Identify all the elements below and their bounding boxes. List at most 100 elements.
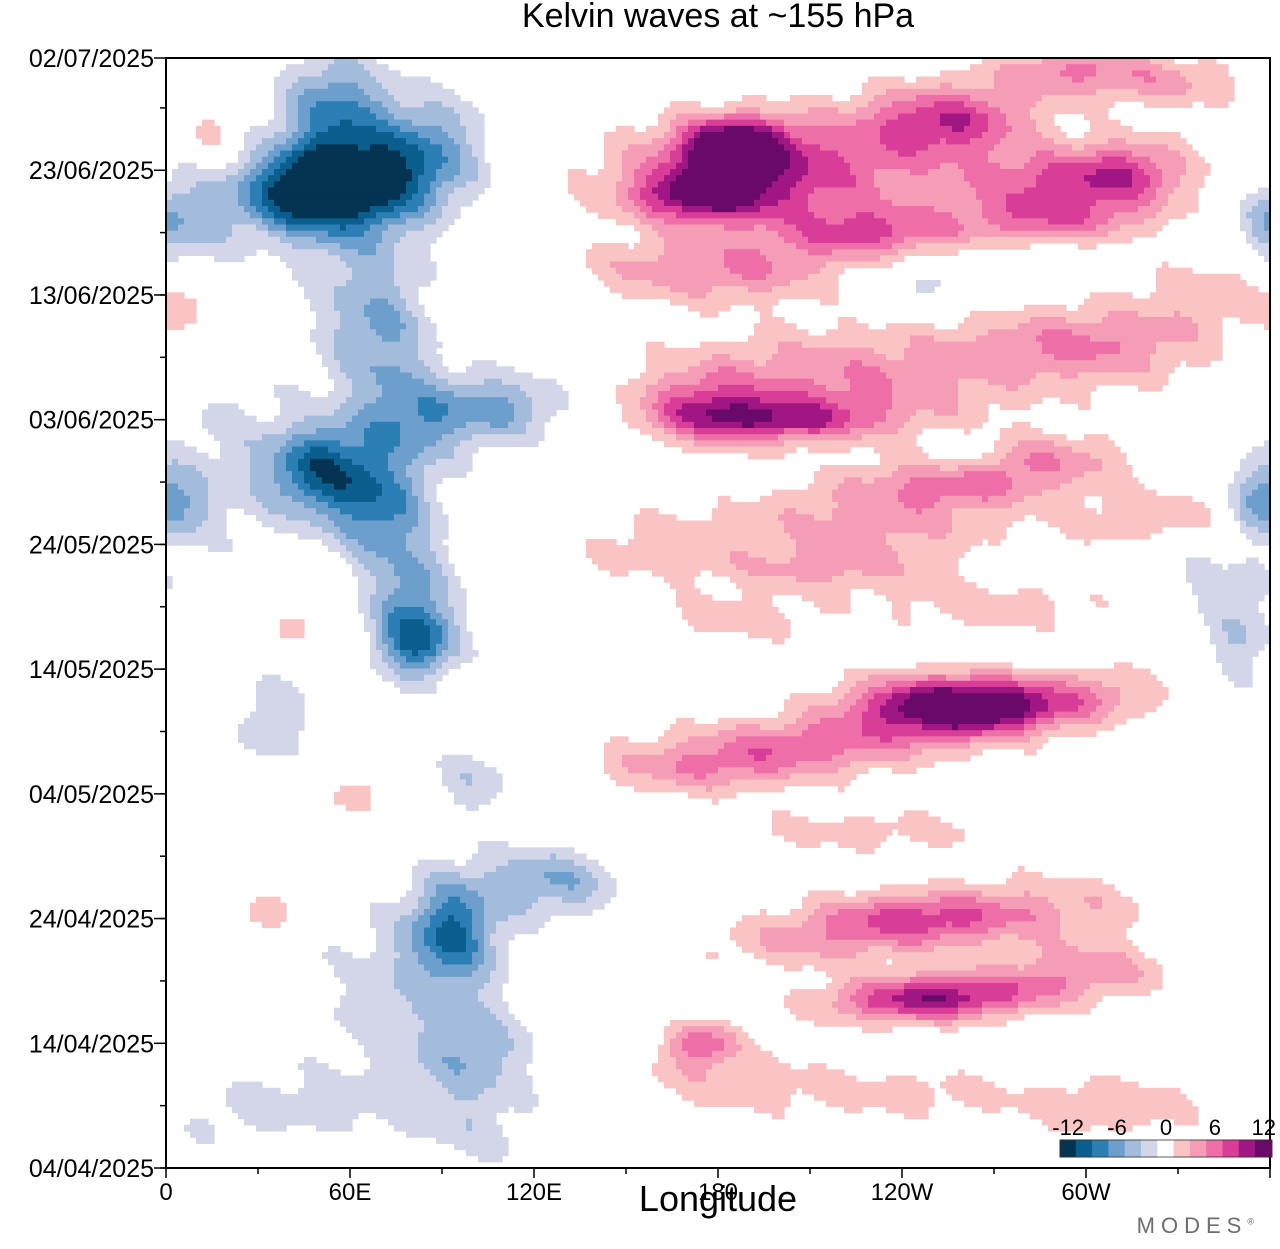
contour-cell xyxy=(676,421,695,429)
contour-cell xyxy=(436,761,485,768)
contour-cell xyxy=(796,224,893,232)
contour-cell xyxy=(322,70,371,78)
contour-cell xyxy=(280,70,323,78)
contour-cell xyxy=(376,249,395,256)
contour-cell xyxy=(646,366,689,374)
contour-cell xyxy=(1144,101,1193,108)
contour-cell xyxy=(676,175,779,182)
contour-cell xyxy=(340,119,353,127)
contour-cell xyxy=(940,138,947,145)
contour-cell xyxy=(1204,101,1229,108)
contour-cell xyxy=(484,1087,533,1095)
contour-cell xyxy=(982,212,1013,219)
contour-cell xyxy=(202,471,251,478)
contour-cell xyxy=(1180,175,1205,182)
contour-cell xyxy=(796,717,821,725)
contour-cell xyxy=(274,465,287,472)
contour-cell xyxy=(364,563,395,571)
contour-cell xyxy=(1036,717,1055,725)
contour-cell xyxy=(454,1143,509,1151)
contour-cell xyxy=(286,113,299,121)
contour-cell xyxy=(268,162,281,170)
contour-cell xyxy=(460,119,485,127)
contour-cell xyxy=(1066,983,1091,990)
contour-cell xyxy=(298,119,311,127)
contour-cell xyxy=(892,384,959,392)
contour-cell xyxy=(208,495,257,503)
contour-cell xyxy=(610,773,653,781)
contour-cell xyxy=(1132,181,1151,189)
contour-cell xyxy=(508,421,527,429)
contour-cell xyxy=(1030,317,1067,324)
contour-cell xyxy=(1150,70,1181,78)
contour-cell xyxy=(628,378,659,386)
contour-cell xyxy=(1186,569,1270,577)
contour-cell xyxy=(460,156,479,164)
contour-cell xyxy=(904,347,1043,355)
contour-cell xyxy=(208,514,227,522)
contour-cell xyxy=(268,224,287,232)
contour-cell xyxy=(334,329,377,337)
contour-cell xyxy=(574,872,593,879)
contour-cell xyxy=(724,249,761,256)
contour-cell xyxy=(436,650,443,657)
contour-cell xyxy=(958,465,1031,472)
contour-cell xyxy=(670,181,773,189)
contour-cell xyxy=(682,403,731,411)
contour-cell xyxy=(442,125,467,133)
contour-cell xyxy=(1216,656,1253,663)
contour-cell xyxy=(1000,428,1043,435)
contour-cell xyxy=(208,428,287,435)
contour-cell xyxy=(1012,502,1085,509)
contour-cell xyxy=(166,310,197,318)
contour-cell xyxy=(874,212,953,219)
contour-cell xyxy=(352,569,371,577)
contour-cell xyxy=(388,1118,467,1126)
contour-cell xyxy=(604,748,665,756)
contour-cell xyxy=(238,181,251,189)
contour-cell xyxy=(424,495,437,503)
contour-cell xyxy=(802,711,845,719)
contour-cell xyxy=(910,335,935,343)
contour-cell xyxy=(1246,631,1270,639)
contour-cell xyxy=(298,465,311,472)
contour-cell xyxy=(778,341,803,349)
contour-cell xyxy=(652,569,701,577)
contour-cell xyxy=(412,489,425,497)
contour-cell xyxy=(1102,458,1127,466)
contour-cell xyxy=(706,292,839,300)
contour-cell xyxy=(952,82,995,90)
contour-cell xyxy=(376,243,395,250)
contour-cell xyxy=(940,1081,995,1089)
contour-cell xyxy=(1192,582,1270,589)
contour-cell xyxy=(1108,1124,1133,1132)
contour-cell xyxy=(334,964,395,972)
contour-cell xyxy=(310,304,335,312)
contour-cell xyxy=(370,298,389,306)
contour-cell xyxy=(448,625,461,633)
contour-cell xyxy=(802,138,881,145)
contour-cell xyxy=(1036,181,1091,189)
contour-cell xyxy=(424,927,437,935)
contour-cell xyxy=(340,317,371,324)
contour-cell xyxy=(382,613,389,620)
contour-cell xyxy=(406,162,425,170)
contour-cell xyxy=(400,576,431,583)
contour-cell xyxy=(1240,212,1247,219)
contour-cell xyxy=(466,1063,503,1070)
contour-cell xyxy=(250,193,263,201)
contour-cell xyxy=(226,1087,281,1095)
contour-cell xyxy=(1108,711,1145,719)
contour-cell xyxy=(676,761,797,768)
contour-cell xyxy=(682,132,695,139)
contour-cell xyxy=(1210,637,1229,645)
contour-cell xyxy=(436,1137,509,1144)
contour-cell xyxy=(658,119,671,127)
contour-cell xyxy=(970,310,1109,318)
contour-cell xyxy=(658,255,725,263)
contour-cell xyxy=(502,1020,521,1027)
contour-cell xyxy=(664,730,719,737)
contour-cell xyxy=(304,88,365,96)
contour-cell xyxy=(748,452,785,460)
contour-cell xyxy=(484,1001,509,1009)
